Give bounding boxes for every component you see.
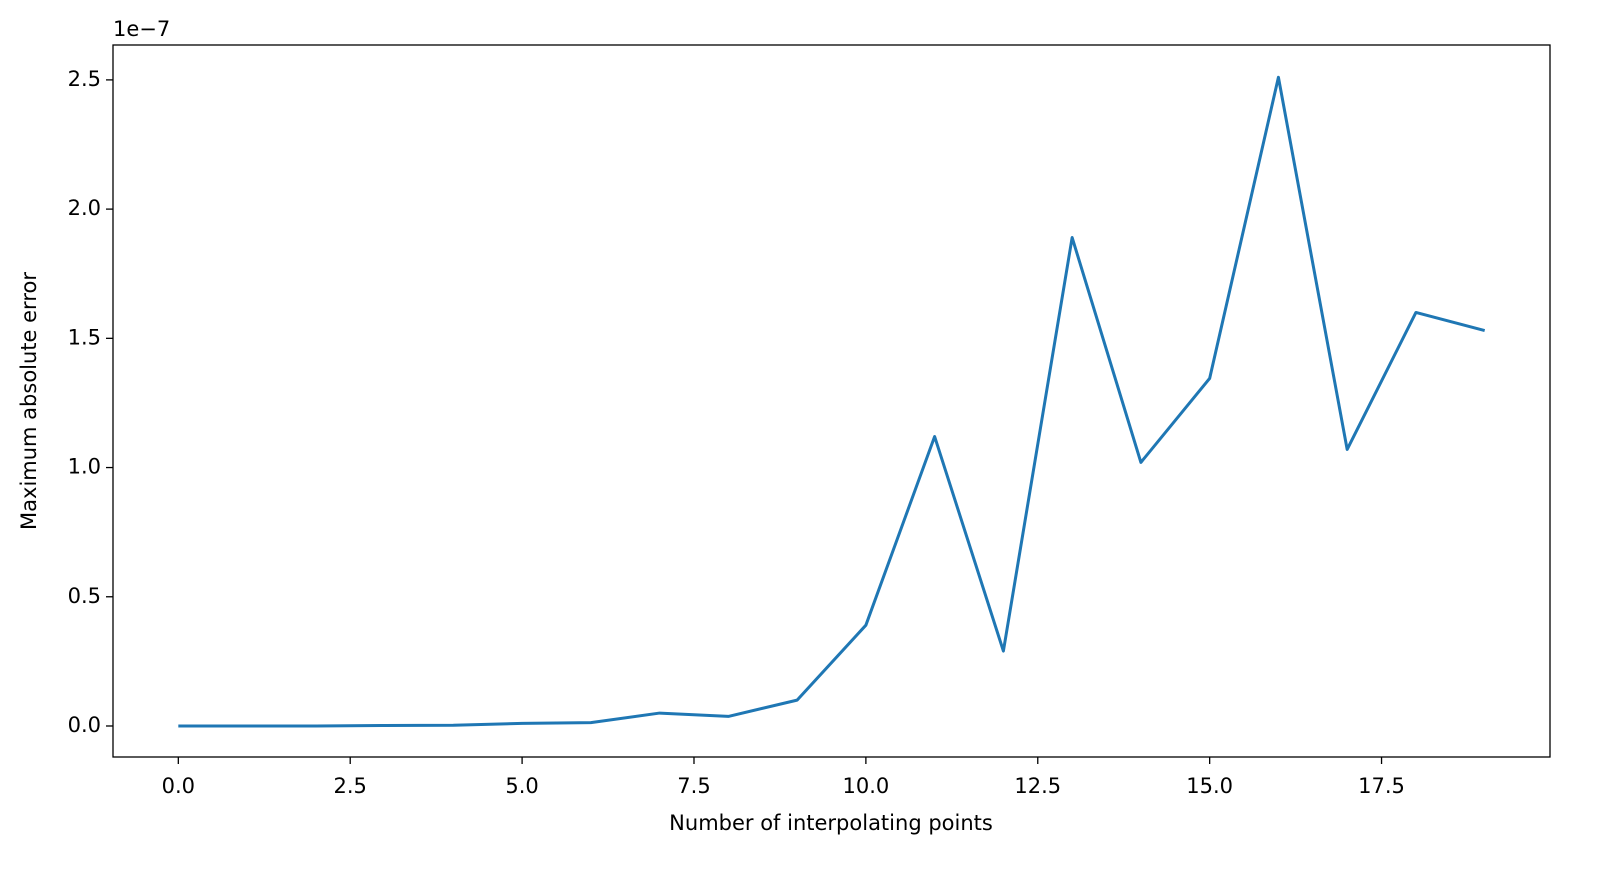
chart: 1e−7 Number of interpolating points Maxi…	[0, 0, 1624, 886]
y-tick-label: 0.5	[68, 584, 101, 608]
x-tick-label: 7.5	[677, 774, 710, 798]
y-tick-label: 2.5	[68, 67, 101, 91]
y-offset-text: 1e−7	[113, 17, 170, 41]
x-tick-label: 17.5	[1358, 774, 1405, 798]
x-tick-label: 0.0	[162, 774, 195, 798]
y-tick-label: 1.0	[68, 455, 101, 479]
page: 1e−7 Number of interpolating points Maxi…	[0, 0, 1624, 886]
y-axis-label: Maximum absolute error	[17, 272, 41, 530]
y-tick-label: 2.0	[68, 196, 101, 220]
x-axis-label: Number of interpolating points	[669, 811, 993, 835]
x-tick-label: 2.5	[334, 774, 367, 798]
background	[0, 0, 1624, 886]
y-tick-label: 0.0	[68, 713, 101, 737]
x-tick-label: 15.0	[1186, 774, 1233, 798]
x-tick-label: 5.0	[505, 774, 538, 798]
y-tick-label: 1.5	[68, 325, 101, 349]
x-tick-label: 10.0	[842, 774, 889, 798]
x-tick-label: 12.5	[1014, 774, 1061, 798]
